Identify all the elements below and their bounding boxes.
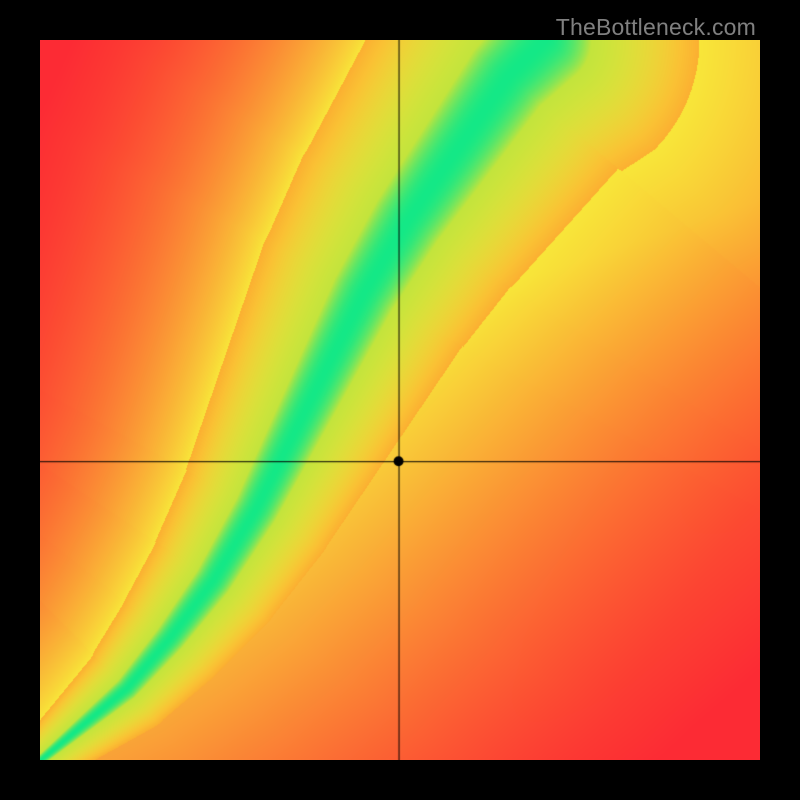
watermark-text: TheBottleneck.com — [556, 14, 756, 41]
heatmap-canvas — [40, 40, 760, 760]
heatmap-chart — [40, 40, 760, 760]
